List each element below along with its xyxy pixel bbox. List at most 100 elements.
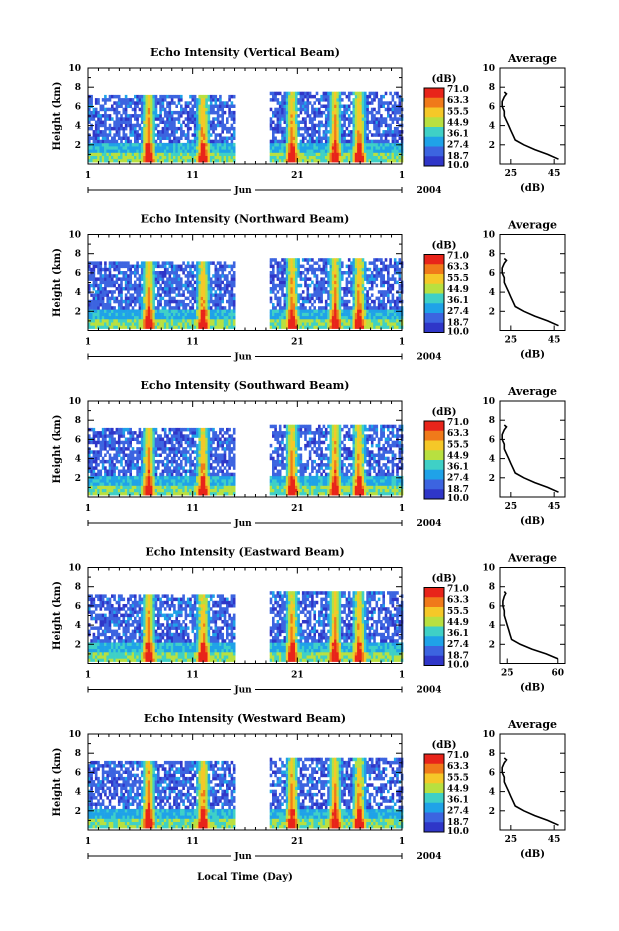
year-label: 2004: [416, 852, 441, 862]
x-tick-label: 21: [291, 504, 304, 514]
colorbar-swatch: [424, 136, 444, 147]
colorbar-frame: [423, 420, 445, 500]
colorbar-swatch: [424, 812, 444, 823]
colorbar-level: 18.7: [447, 152, 469, 162]
colorbar-level: 27.4: [447, 474, 469, 484]
colorbar-level: 44.9: [447, 618, 469, 628]
year-label: 2004: [416, 519, 441, 529]
colorbar-unit: (dB): [432, 407, 457, 418]
month-label-bg: [231, 185, 255, 195]
month-label: Jun: [233, 353, 252, 363]
month-label: Jun: [233, 686, 252, 696]
month-label: Jun: [233, 852, 252, 862]
profile-title: Average: [507, 219, 557, 232]
colorbar-swatch: [424, 822, 444, 833]
colorbar-swatch: [424, 636, 444, 647]
colorbar-swatch: [424, 450, 444, 461]
x-tick-label: 1: [399, 338, 405, 348]
profile-y-label: 2: [489, 640, 495, 650]
colorbar-swatch: [424, 597, 444, 608]
x-tick-label: 1: [85, 504, 91, 514]
profile-frame: [499, 234, 566, 331]
colorbar-level: 36.1: [447, 296, 469, 306]
colorbar-level: 36.1: [447, 629, 469, 639]
profile-line: [501, 757, 559, 826]
heatmap: [88, 757, 404, 829]
colorbar-level: 71.0: [447, 418, 469, 428]
profile-y-label: 8: [489, 583, 495, 593]
y-tick-label: 10: [68, 64, 81, 74]
profile-frame: [499, 400, 566, 498]
profile-y-label: 10: [482, 64, 495, 74]
colorbar-level: 10.0: [447, 661, 469, 671]
profile-x-label: 45: [548, 835, 561, 845]
colorbar-frame: [423, 87, 445, 167]
profile-y-label: 10: [482, 231, 495, 241]
colorbar-level: 18.7: [447, 318, 469, 328]
x-tick-label: 11: [186, 338, 199, 348]
profile-frame: [499, 67, 566, 165]
profile-title: Average: [507, 52, 557, 65]
profile-y-label: 8: [489, 416, 495, 426]
x-tick-label: 21: [291, 671, 304, 681]
y-tick-label: 6: [75, 768, 81, 778]
panel-3: Echo Intensity (Eastward Beam) 2 4 6 8 10 Heig…: [52, 546, 566, 696]
colorbar-swatch: [424, 430, 444, 441]
colorbar-swatch: [424, 655, 444, 666]
profile-y-label: 6: [489, 435, 495, 445]
x-tick-label: 1: [85, 837, 91, 847]
y-axis-label: Height (km): [52, 82, 63, 151]
colorbar-swatch: [424, 254, 444, 265]
y-tick-label: 4: [75, 122, 81, 132]
colorbar-level: 55.5: [447, 440, 469, 450]
profile-x-label: 25: [501, 669, 514, 679]
y-tick-label: 4: [75, 788, 81, 798]
x-tick-label: 21: [291, 171, 304, 181]
colorbar-level: 55.5: [447, 107, 469, 117]
colorbar-unit: (dB): [432, 74, 457, 85]
colorbar-swatch: [424, 489, 444, 500]
profile-x-axis-label: (dB): [520, 516, 545, 527]
y-tick-label: 2: [75, 640, 81, 650]
y-tick-label: 8: [75, 83, 81, 93]
x-tick-label: 1: [399, 837, 405, 847]
y-tick-label: 6: [75, 435, 81, 445]
colorbar-level: 18.7: [447, 485, 469, 495]
month-label: Jun: [233, 186, 252, 196]
colorbar-swatch: [424, 773, 444, 784]
colorbar-level: 71.0: [447, 85, 469, 95]
panel-1: Echo Intensity (Northward Beam) 2 4 6 8 10 Hei…: [52, 213, 566, 363]
colorbar-frame: [423, 753, 445, 833]
colorbar-swatch: [424, 607, 444, 618]
colorbar-level: 10.0: [447, 328, 469, 338]
colorbar-level: 63.3: [447, 263, 469, 273]
x-axis-label: Local Time (Day): [197, 872, 293, 883]
colorbar-swatch: [424, 303, 444, 314]
profile-title: Average: [507, 385, 557, 398]
colorbar-frame: [423, 254, 445, 333]
profile-x-label: 45: [548, 336, 561, 346]
colorbar-level: 63.3: [447, 596, 469, 606]
panel-title: Echo Intensity (Vertical Beam): [150, 46, 340, 59]
y-tick-label: 10: [68, 231, 81, 241]
colorbar-swatch: [424, 460, 444, 471]
profile-x-label: 25: [505, 336, 518, 346]
profile-y-label: 8: [489, 749, 495, 759]
y-tick-label: 4: [75, 455, 81, 465]
profile-frame: [499, 567, 566, 664]
colorbar-swatch: [424, 646, 444, 657]
x-tick-label: 11: [186, 504, 199, 514]
profile-y-label: 6: [489, 102, 495, 112]
panel-title: Echo Intensity (Northward Beam): [141, 213, 350, 226]
colorbar-swatch: [424, 117, 444, 128]
y-tick-label: 2: [75, 307, 81, 317]
y-tick-label: 4: [75, 288, 81, 298]
colorbar-swatch: [424, 264, 444, 275]
colorbar-level: 55.5: [447, 607, 469, 617]
profile-frame: [499, 733, 566, 831]
x-tick-label: 21: [291, 837, 304, 847]
profile-y-label: 6: [489, 269, 495, 279]
colorbar-swatch: [424, 274, 444, 285]
y-tick-label: 6: [75, 102, 81, 112]
profile-x-label: 45: [548, 169, 561, 179]
